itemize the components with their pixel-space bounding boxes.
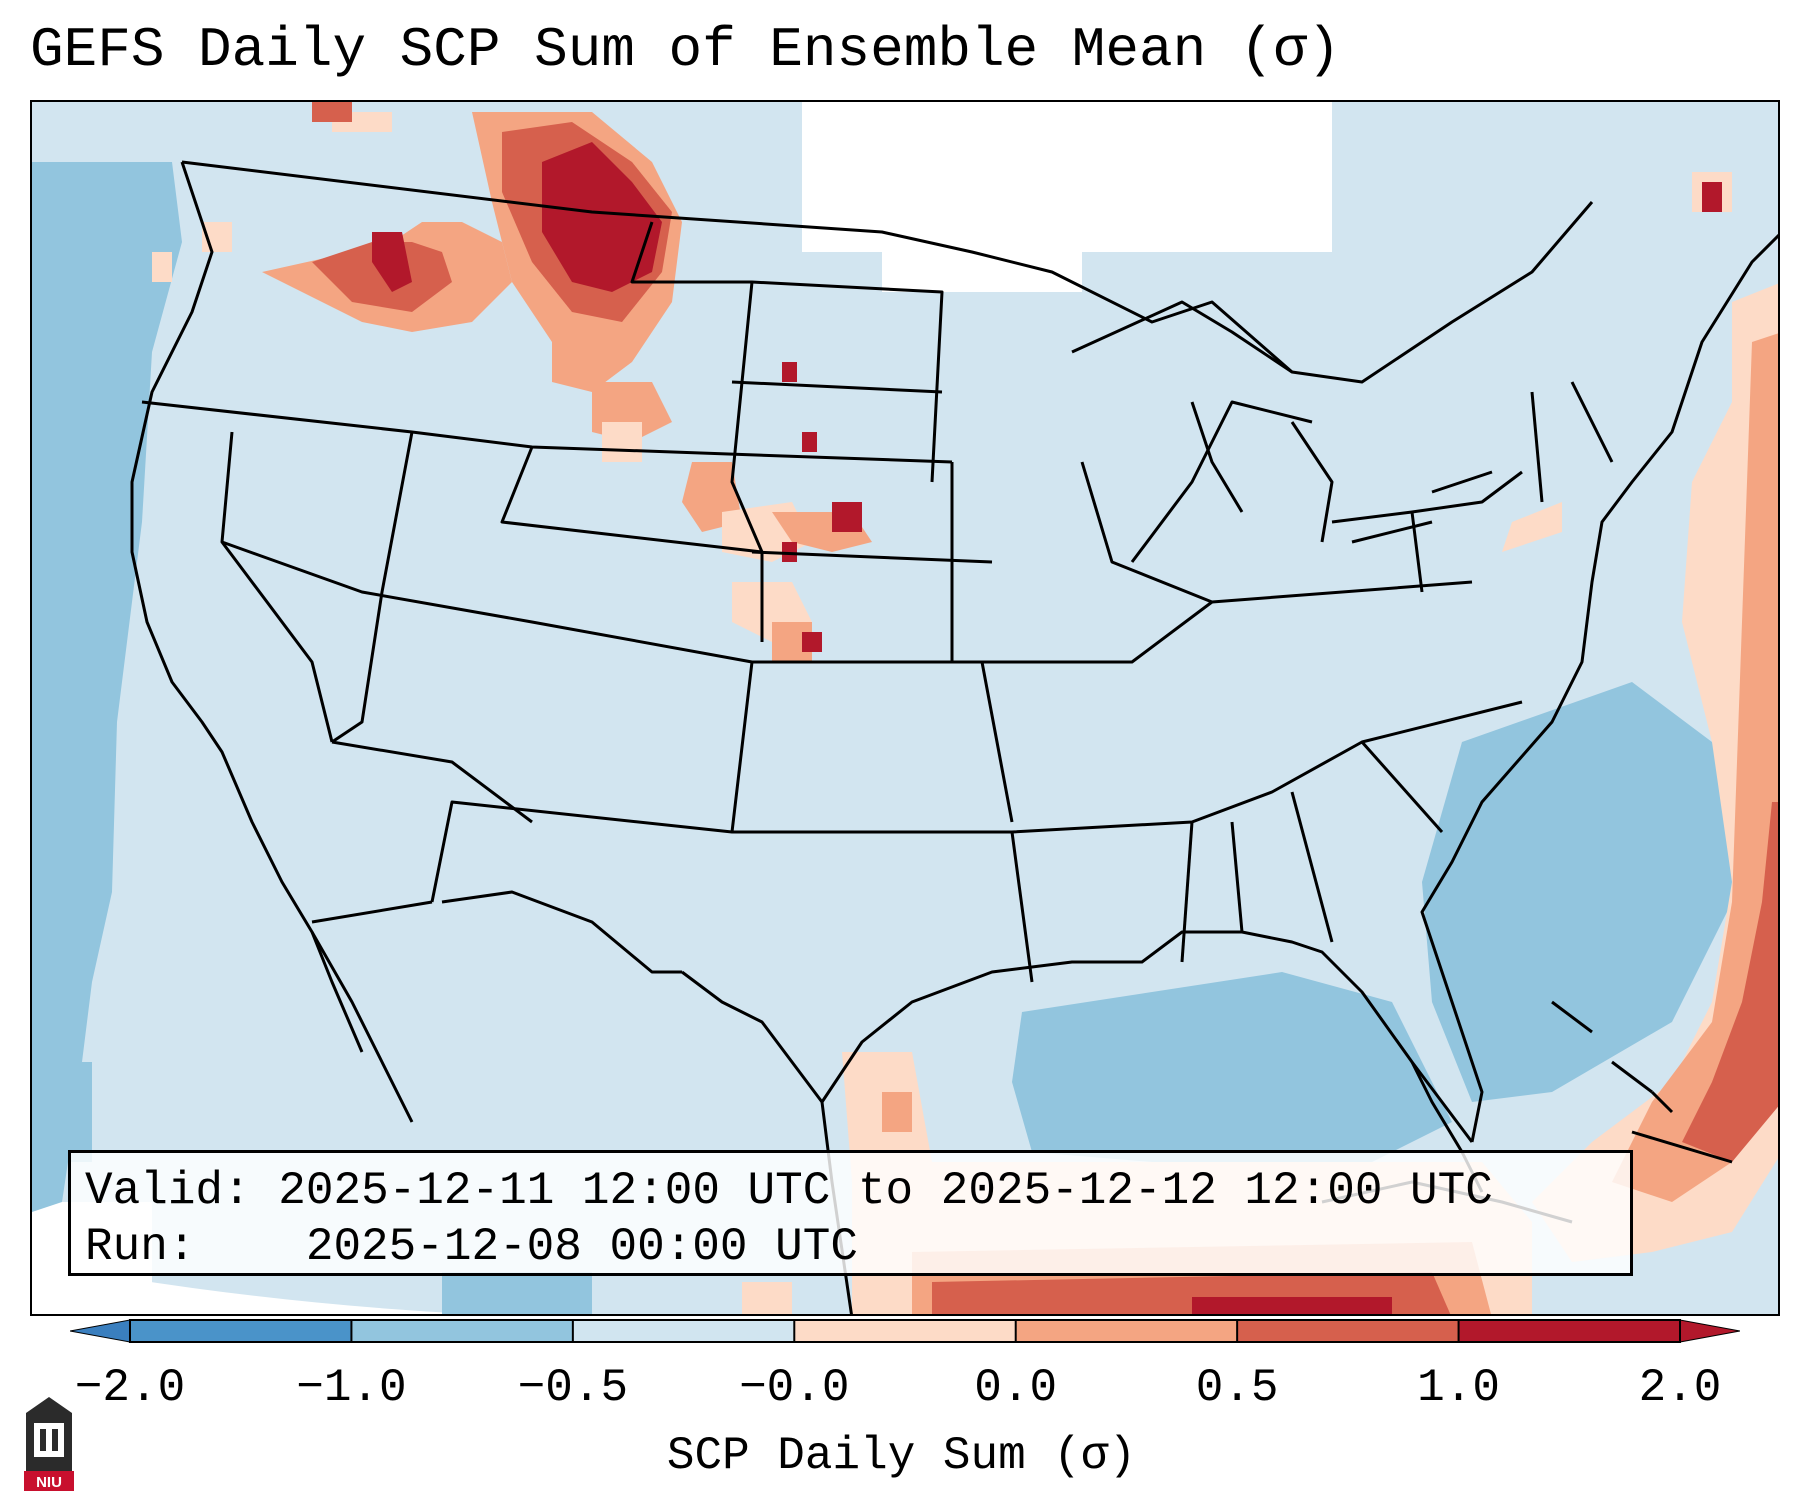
coastline-west xyxy=(130,161,364,1053)
run-row: Run: 2025-12-08 00:00 UTC xyxy=(85,1219,1616,1275)
map-panel xyxy=(30,100,1780,1316)
niu-logo: NIU xyxy=(24,1397,74,1491)
map-svg xyxy=(32,102,1778,1314)
colorbar-extend-high xyxy=(1679,1319,1740,1343)
coastline-gulf xyxy=(681,930,1474,1143)
chart-title: GEFS Daily SCP Sum of Ensemble Mean (σ) xyxy=(30,18,1341,82)
colorbar-bin xyxy=(130,1320,352,1342)
coastline-east xyxy=(1420,233,1778,1143)
colorbar-extend-low xyxy=(70,1319,131,1343)
run-value: 2025-12-08 00:00 UTC xyxy=(305,1221,858,1273)
colorbar-bin xyxy=(1237,1320,1459,1342)
colorbar-tick-label: 0.5 xyxy=(1195,1362,1279,1414)
colorbar-tick-label: −0.0 xyxy=(739,1362,850,1414)
colorbar-tick-label: 0.0 xyxy=(974,1362,1058,1414)
colorbar xyxy=(70,1319,1740,1343)
colorbar-bin xyxy=(351,1320,573,1342)
colorbar-tick-label: 2.0 xyxy=(1638,1362,1722,1414)
colorbar-tick-label: 1.0 xyxy=(1417,1362,1500,1414)
canada-border xyxy=(181,160,1594,384)
colorbar-bin xyxy=(572,1320,795,1342)
valid-row: Valid: 2025-12-11 12:00 UTC to 2025-12-1… xyxy=(85,1163,1616,1219)
valid-value: 2025-12-11 12:00 UTC to 2025-12-12 12:00… xyxy=(278,1165,1493,1217)
valid-run-infobox: Valid: 2025-12-11 12:00 UTC to 2025-12-1… xyxy=(68,1150,1633,1276)
colorbar-tick-label: −1.0 xyxy=(296,1362,407,1414)
run-label: Run: xyxy=(85,1221,196,1273)
colorbar-bin xyxy=(1015,1320,1238,1342)
colorbar-bin xyxy=(794,1320,1016,1342)
valid-label: Valid: xyxy=(85,1165,251,1217)
boundaries xyxy=(130,160,1778,1314)
logo-text: NIU xyxy=(36,1474,62,1491)
colorbar-tick-label: −2.0 xyxy=(74,1362,186,1414)
colorbar-bin xyxy=(1458,1320,1680,1342)
colorbar-label: SCP Daily Sum (σ) xyxy=(666,1430,1137,1482)
colorbar-tick-label: −0.5 xyxy=(517,1362,629,1414)
